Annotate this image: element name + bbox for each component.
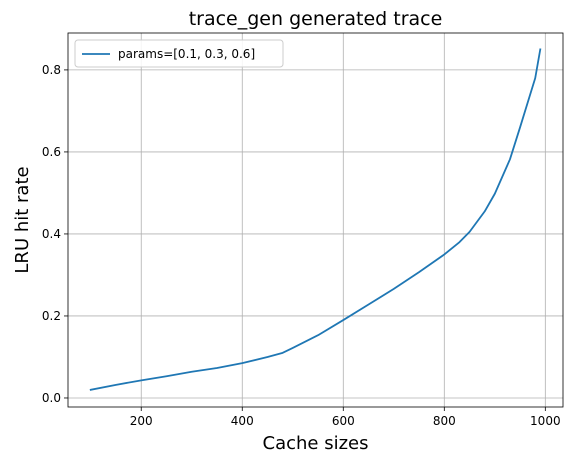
x-axis-label: Cache sizes (263, 433, 369, 454)
x-tick-label: 400 (231, 414, 254, 428)
x-tick-label: 200 (130, 414, 153, 428)
series-layer (89, 48, 542, 391)
y-tick-label: 0.4 (42, 227, 61, 241)
y-tick-label: 0.2 (42, 309, 61, 323)
y-axis-label: LRU hit rate (12, 166, 33, 273)
x-tick-label: 1000 (530, 414, 561, 428)
y-tick-label: 0.0 (42, 391, 61, 405)
series-line (89, 48, 542, 391)
y-axis-ticks: 0.0 0.2 0.4 0.6 0.8 (42, 63, 68, 405)
legend-box (74, 39, 284, 68)
x-tick-label: 600 (332, 414, 355, 428)
y-tick-label: 0.8 (42, 63, 61, 77)
grid-lines (68, 33, 563, 407)
legend-label: params=[0.1, 0.3, 0.6] (118, 47, 255, 61)
y-tick-label: 0.6 (42, 145, 61, 159)
x-axis-ticks: 200 400 600 800 1000 (130, 407, 561, 428)
legend: params=[0.1, 0.3, 0.6] (74, 39, 284, 68)
x-tick-label: 800 (433, 414, 456, 428)
plot-area-background (68, 33, 563, 407)
plot-frame (67, 32, 564, 408)
chart-title: trace_gen generated trace (189, 8, 443, 30)
